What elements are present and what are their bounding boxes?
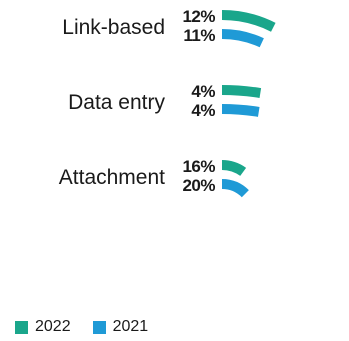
value-label-2021: 4% (191, 101, 215, 120)
bar-2022 (222, 10, 276, 32)
legend-label-2022: 2022 (35, 318, 71, 335)
legend-item-2021: 2021 (92, 318, 149, 336)
bar-2021 (222, 29, 264, 48)
legend-item-2022: 2022 (15, 318, 71, 336)
legend-swatch-2021 (92, 320, 106, 334)
bar-2022 (222, 85, 262, 98)
value-label-2021: 11% (183, 26, 215, 45)
value-label-2022: 16% (182, 157, 215, 176)
category-label: Data entry (68, 91, 165, 114)
bar-2022 (222, 159, 247, 176)
value-label-2022: 4% (191, 82, 215, 101)
category-label: Link-based (62, 16, 165, 39)
category-label: Attachment (59, 166, 165, 189)
legend: 2022 2021 (15, 318, 170, 336)
value-label-2021: 20% (182, 176, 215, 195)
legend-label-2021: 2021 (112, 318, 149, 335)
bar-2021 (222, 104, 260, 117)
bar-2021 (222, 179, 249, 198)
value-label-2022: 12% (182, 7, 215, 26)
legend-swatch-2022 (15, 320, 28, 334)
